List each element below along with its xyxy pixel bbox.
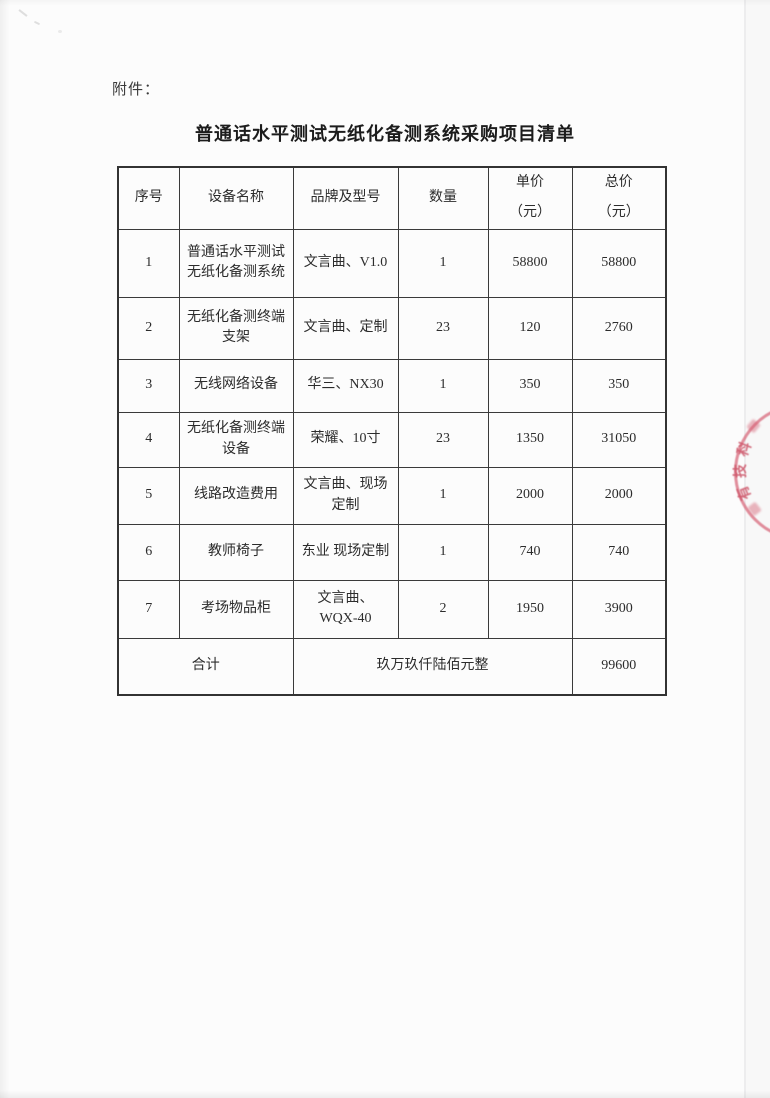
- procurement-table: 序号 设备名称 品牌及型号 数量 单价 （元） 总价 （元） 1 普通话水平测试…: [117, 166, 667, 696]
- col-header-seq: 序号: [117, 166, 180, 230]
- summary-total-price: 99600: [571, 637, 667, 696]
- col-header-name: 设备名称: [178, 166, 294, 230]
- page-title: 普通话水平测试无纸化备测系统采购项目清单: [195, 124, 575, 144]
- col-header-unit-price-line1: 单价: [516, 175, 544, 191]
- table-summary-row: 合计 玖万玖仟陆佰元整 99600: [117, 637, 667, 696]
- cell-quantity: 1: [397, 228, 489, 298]
- cell-quantity: 1: [397, 358, 489, 413]
- scan-edge-bottom: [0, 1090, 770, 1098]
- scan-edge-top: [0, 0, 770, 6]
- table-row: 2 无纸化备测终端支架 文言曲、定制 23 120 2760: [117, 296, 667, 360]
- cell-seq: 5: [117, 466, 180, 525]
- scan-speckle: [58, 30, 62, 33]
- cell-unit-price: 58800: [487, 228, 573, 298]
- cell-brand-model: 文言曲、现场定制: [292, 466, 399, 525]
- cell-quantity: 2: [397, 579, 489, 639]
- cell-seq: 4: [117, 411, 180, 468]
- table-row: 1 普通话水平测试无纸化备测系统 文言曲、V1.0 1 58800 58800: [117, 228, 667, 298]
- cell-quantity: 1: [397, 523, 489, 581]
- col-header-total-price-line2: （元）: [597, 204, 640, 220]
- col-header-brand: 品牌及型号: [292, 166, 399, 230]
- cell-total-price: 740: [571, 523, 667, 581]
- cell-brand-model: 东业 现场定制: [292, 523, 399, 581]
- cell-seq: 2: [117, 296, 180, 360]
- summary-amount-in-words: 玖万玖仟陆佰元整: [292, 637, 573, 696]
- scan-speckle: [33, 20, 41, 26]
- attachment-label: 附件：: [112, 82, 161, 98]
- cell-seq: 3: [117, 358, 180, 413]
- cell-total-price: 58800: [571, 228, 667, 298]
- cell-brand-model: 文言曲、定制: [292, 296, 399, 360]
- table-row: 7 考场物品柜 文言曲、WQX-40 2 1950 3900: [117, 579, 667, 639]
- cell-unit-price: 2000: [487, 466, 573, 525]
- scan-speckle: [18, 9, 28, 17]
- summary-label: 合计: [117, 637, 294, 696]
- cell-quantity: 1: [397, 466, 489, 525]
- cell-brand-model: 荣耀、10寸: [292, 411, 399, 468]
- table-row: 3 无线网络设备 华三、NX30 1 350 350: [117, 358, 667, 413]
- cell-total-price: 31050: [571, 411, 667, 468]
- scan-edge-left: [0, 0, 10, 1098]
- col-header-total-price: 总价 （元）: [571, 166, 667, 230]
- table-row: 5 线路改造费用 文言曲、现场定制 1 2000 2000: [117, 466, 667, 525]
- scan-band-right: [746, 0, 770, 1098]
- cell-brand-model: 文言曲、WQX-40: [292, 579, 399, 639]
- cell-unit-price: 1350: [487, 411, 573, 468]
- cell-quantity: 23: [397, 296, 489, 360]
- table-row: 4 无纸化备测终端设备 荣耀、10寸 23 1350 31050: [117, 411, 667, 468]
- cell-total-price: 2760: [571, 296, 667, 360]
- col-header-unit-price-line2: （元）: [509, 204, 551, 220]
- cell-device-name: 无纸化备测终端支架: [178, 296, 294, 360]
- cell-brand-model: 文言曲、V1.0: [292, 228, 399, 298]
- scan-streak-line: [744, 0, 746, 1098]
- cell-total-price: 3900: [571, 579, 667, 639]
- col-header-total-price-line1: 总价: [604, 175, 633, 191]
- cell-unit-price: 740: [487, 523, 573, 581]
- cell-seq: 6: [117, 523, 180, 581]
- cell-device-name: 普通话水平测试无纸化备测系统: [178, 228, 294, 298]
- cell-device-name: 线路改造费用: [178, 466, 294, 525]
- cell-unit-price: 120: [487, 296, 573, 360]
- cell-device-name: 考场物品柜: [178, 579, 294, 639]
- col-header-unit-price: 单价 （元）: [487, 166, 573, 230]
- table-header-row: 序号 设备名称 品牌及型号 数量 单价 （元） 总价 （元）: [117, 166, 667, 230]
- cell-device-name: 教师椅子: [178, 523, 294, 581]
- table-row: 6 教师椅子 东业 现场定制 1 740 740: [117, 523, 667, 581]
- col-header-qty: 数量: [397, 166, 489, 230]
- cell-total-price: 350: [571, 358, 667, 413]
- cell-device-name: 无纸化备测终端设备: [178, 411, 294, 468]
- cell-unit-price: 350: [487, 358, 573, 413]
- cell-quantity: 23: [397, 411, 489, 468]
- cell-unit-price: 1950: [487, 579, 573, 639]
- cell-seq: 1: [117, 228, 180, 298]
- cell-total-price: 2000: [571, 466, 667, 525]
- cell-seq: 7: [117, 579, 180, 639]
- cell-device-name: 无线网络设备: [178, 358, 294, 413]
- cell-brand-model: 华三、NX30: [292, 358, 399, 413]
